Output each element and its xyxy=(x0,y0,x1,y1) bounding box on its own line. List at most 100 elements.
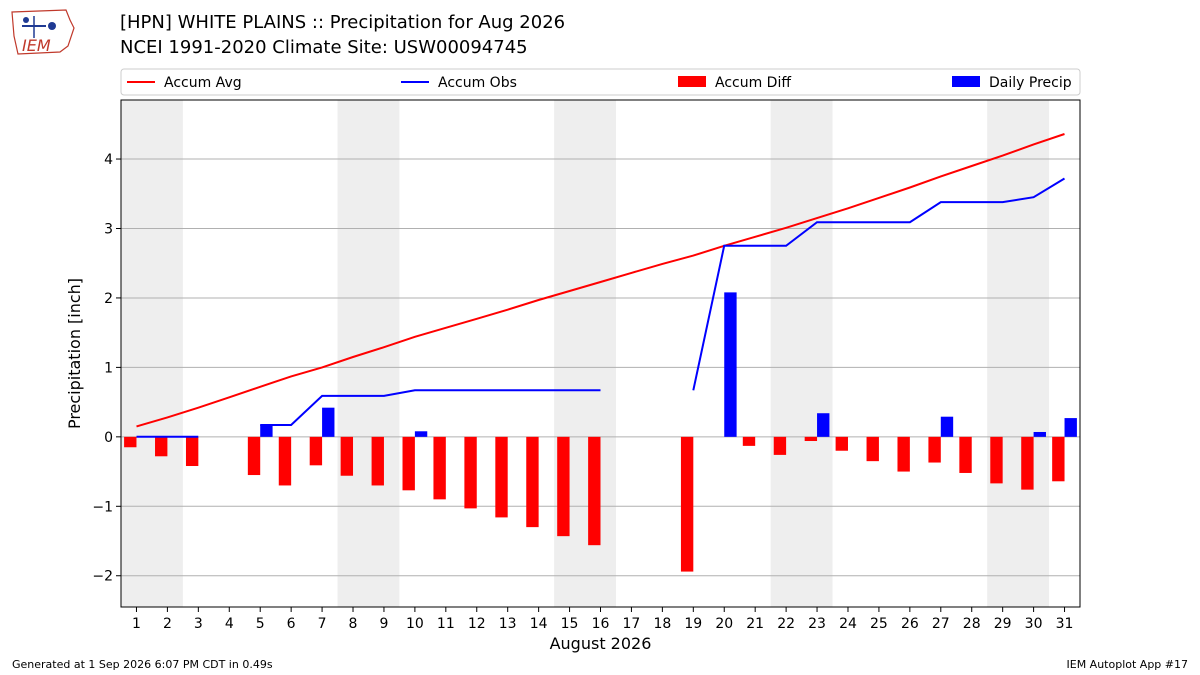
legend-accum-diff-label: Accum Diff xyxy=(715,75,791,91)
accum-diff-bar xyxy=(1052,436,1065,482)
x-tick-label: 1 xyxy=(132,616,141,632)
x-tick-label: 13 xyxy=(499,616,517,632)
accum-diff-bar xyxy=(464,436,477,509)
lines xyxy=(136,133,1066,438)
legend-accum-obs-label: Accum Obs xyxy=(438,75,517,91)
legend-daily-precip-label: Daily Precip xyxy=(989,75,1072,91)
y-tick-label: −2 xyxy=(92,569,113,585)
chart-title: [HPN] WHITE PLAINS :: Precipitation for … xyxy=(120,12,566,33)
accum-diff-bar xyxy=(155,436,168,457)
y-axis-label: Precipitation [inch] xyxy=(65,278,84,429)
accum-diff-bar xyxy=(773,436,787,455)
x-tick-label: 6 xyxy=(287,616,296,632)
logo-text: IEM xyxy=(22,36,51,55)
x-tick-label: 29 xyxy=(994,616,1012,632)
accum-diff-bar xyxy=(371,436,384,486)
daily-precip-bar xyxy=(817,413,830,437)
x-tick-label: 7 xyxy=(318,616,327,632)
accum-diff-bar xyxy=(959,436,972,473)
accum-diff-bar xyxy=(433,436,446,500)
bars xyxy=(124,292,1077,572)
accum-diff-bar xyxy=(402,436,415,491)
legend-accum-diff-swatch xyxy=(678,76,706,87)
accum-diff-bar xyxy=(1021,436,1034,490)
accum-diff-bar xyxy=(897,436,910,472)
x-axis-ticks: 1 2 3 4 5 6 7 8 9 10 11 12 13 14 15 16 17 18 19 20 21 22 23 24 2… xyxy=(132,607,1073,632)
x-tick-label: 22 xyxy=(777,616,795,632)
daily-precip-bar xyxy=(940,416,954,437)
accum-avg-line xyxy=(136,133,1065,428)
x-tick-label: 18 xyxy=(653,616,671,632)
daily-precip-bar xyxy=(322,407,335,437)
x-tick-label: 11 xyxy=(437,616,455,632)
y-tick-label: 0 xyxy=(104,430,113,446)
y-tick-label: 1 xyxy=(104,360,113,376)
x-tick-label: 8 xyxy=(349,616,358,632)
accum-diff-bar xyxy=(557,436,570,537)
x-tick-label: 2 xyxy=(163,616,172,632)
chart-subtitle: NCEI 1991-2020 Climate Site: USW00094745 xyxy=(120,37,528,58)
x-tick-label: 10 xyxy=(406,616,424,632)
accum-diff-bar xyxy=(124,436,137,448)
accum-diff-bar xyxy=(928,436,941,463)
x-tick-label: 30 xyxy=(1025,616,1043,632)
accum-diff-bar xyxy=(278,436,292,486)
x-tick-label: 23 xyxy=(808,616,826,632)
x-tick-label: 9 xyxy=(379,616,388,632)
accum-diff-bar xyxy=(309,436,323,466)
legend-frame xyxy=(120,68,1081,96)
weekend-band xyxy=(770,100,833,607)
accum-diff-bar xyxy=(866,436,879,462)
weekend-band xyxy=(121,100,183,607)
accum-diff-bar xyxy=(340,436,354,476)
accum-diff-bar xyxy=(247,436,261,476)
legend-accum-avg-label: Accum Avg xyxy=(164,75,242,91)
daily-precip-bar xyxy=(260,425,273,437)
x-tick-label: 16 xyxy=(592,616,610,632)
daily-precip-bar xyxy=(1064,418,1077,437)
app-label: IEM Autoplot App #17 xyxy=(1066,658,1189,671)
y-tick-label: 3 xyxy=(104,221,113,237)
x-tick-label: 28 xyxy=(963,616,981,632)
x-tick-label: 25 xyxy=(870,616,888,632)
daily-precip-bar xyxy=(724,292,737,437)
accum-diff-bar xyxy=(680,436,694,572)
x-tick-label: 24 xyxy=(839,616,857,632)
accum-diff-bar xyxy=(588,436,601,546)
weekend-shading xyxy=(121,100,1050,607)
x-tick-label: 15 xyxy=(561,616,579,632)
weekend-band xyxy=(337,100,400,607)
weekend-band xyxy=(987,100,1050,607)
x-axis-label: August 2026 xyxy=(550,634,652,653)
daily-precip-bar xyxy=(1033,431,1046,437)
y-tick-label: −1 xyxy=(92,499,113,515)
daily-precip-bar xyxy=(414,431,428,437)
x-tick-label: 17 xyxy=(623,616,641,632)
generated-timestamp: Generated at 1 Sep 2026 6:07 PM CDT in 0… xyxy=(12,658,273,671)
accum-diff-bar xyxy=(526,436,539,528)
y-tick-label: 4 xyxy=(104,152,113,168)
legend-daily-precip-swatch xyxy=(952,76,980,87)
iem-logo: IEM xyxy=(8,6,78,64)
accum-diff-bar xyxy=(835,436,848,451)
y-tick-label: 2 xyxy=(104,291,113,307)
x-tick-label: 31 xyxy=(1056,616,1074,632)
x-tick-label: 19 xyxy=(684,616,702,632)
y-axis-ticks: −2 −1 0 1 2 3 4 xyxy=(92,152,121,585)
x-tick-label: 4 xyxy=(225,616,234,632)
x-tick-label: 5 xyxy=(256,616,265,632)
accum-diff-bar xyxy=(495,436,508,518)
accum-diff-bar xyxy=(185,436,199,467)
x-tick-label: 20 xyxy=(715,616,733,632)
x-tick-label: 12 xyxy=(468,616,486,632)
x-tick-label: 14 xyxy=(530,616,548,632)
accum-obs-line xyxy=(136,177,1066,438)
legend: Accum Avg Accum Obs Accum Diff Daily Precip xyxy=(120,68,1081,96)
x-tick-label: 27 xyxy=(932,616,950,632)
x-tick-label: 3 xyxy=(194,616,203,632)
accum-diff-bar xyxy=(742,436,756,446)
x-tick-label: 26 xyxy=(901,616,919,632)
accum-diff-bar xyxy=(990,436,1003,484)
accum-diff-bar xyxy=(804,436,818,442)
